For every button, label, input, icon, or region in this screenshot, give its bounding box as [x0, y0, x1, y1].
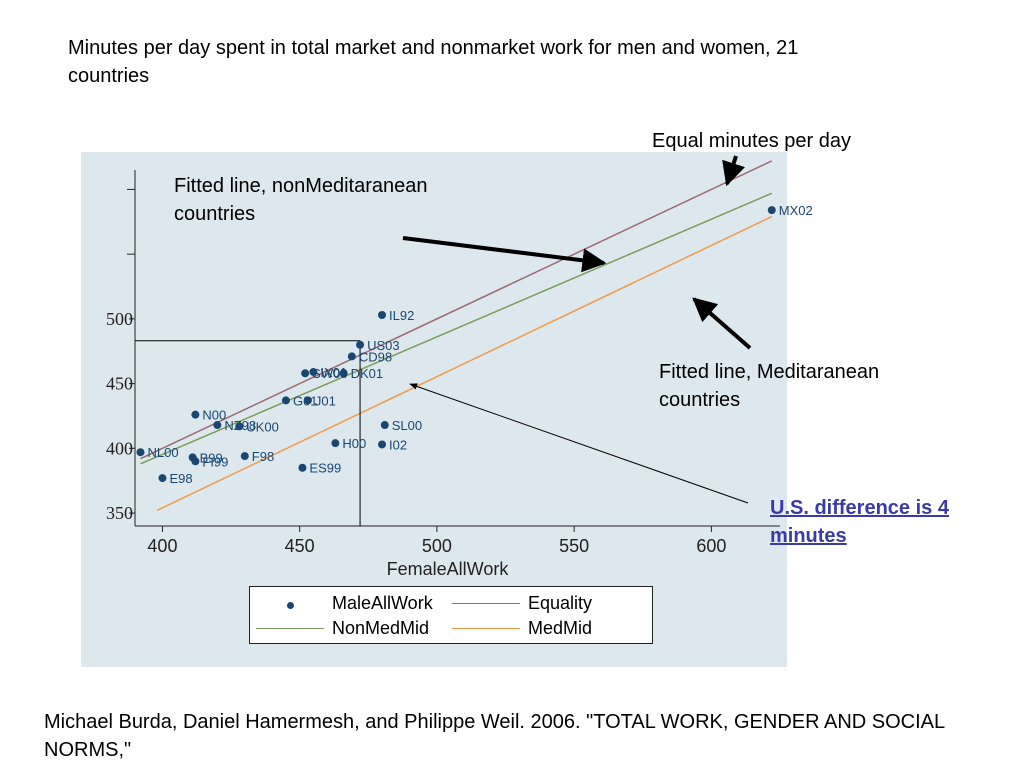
series-line-equality: [140, 160, 773, 460]
chart-legend: MaleAllWork Equality NonMedMid MedMid: [249, 586, 653, 644]
point-es99: [298, 463, 307, 472]
slide-title: Minutes per day spent in total market an…: [68, 37, 799, 87]
arrow-nonmed-fit: [402, 236, 607, 273]
point-label: DK01: [351, 366, 384, 381]
legend-dot-marker: [256, 593, 324, 614]
legend-label: Equality: [528, 592, 593, 613]
arrow-equal-minutes: [722, 155, 746, 187]
annotation-us-difference: U.S. difference is 4 minutes: [770, 497, 949, 547]
series-line-nonmedmid: [140, 192, 773, 465]
y-tick-label: 500: [106, 309, 133, 329]
points-layer: MX02IL92US03CD98SW00DK01IX01G01J01N00NZ9…: [136, 203, 813, 486]
fit-lines-layer: [140, 160, 773, 512]
point-i02: [378, 440, 387, 449]
x-tick-label: 400: [147, 536, 177, 556]
y-tick-label: 350: [106, 503, 133, 523]
x-tick-label: 500: [422, 536, 452, 556]
point-dk01: [339, 369, 348, 378]
point-e98: [158, 474, 167, 483]
annotation-nonmed-fit: Fitted line, nonMeditaranean countries: [174, 175, 428, 225]
legend-swatch-nonmedmid: [256, 627, 324, 629]
y-tick-label: 450: [106, 374, 133, 394]
x-tick-label: 600: [696, 536, 726, 556]
legend-label: MaleAllWork: [332, 592, 433, 613]
point-label: F98: [252, 449, 274, 464]
point-label: J01: [315, 393, 336, 408]
point-cd98: [347, 352, 356, 361]
point-label: I02: [389, 437, 407, 452]
point-label: ES99: [309, 461, 341, 476]
point-label: UK00: [246, 419, 279, 434]
annotation-equal-minutes: Equal minutes per day: [652, 130, 852, 152]
x-axis-title: FemaleAllWork: [387, 559, 510, 579]
point-h00: [331, 439, 340, 448]
point-uk00: [235, 422, 244, 431]
point-nz98: [213, 421, 222, 430]
point-label: NL00: [147, 445, 178, 460]
point-label: E98: [169, 471, 192, 486]
point-sl00: [380, 421, 389, 430]
legend-label: MedMid: [528, 617, 593, 638]
point-label: MX02: [779, 203, 813, 218]
legend-item-equality: Equality: [452, 592, 592, 614]
legend-label: NonMedMid: [332, 617, 430, 638]
point-ix01: [309, 367, 318, 376]
point-n00: [191, 410, 200, 419]
point-label: IX01: [320, 365, 347, 380]
point-label: N00: [202, 408, 226, 423]
point-fi99: [191, 457, 200, 466]
citation: Michael Burda, Daniel Hamermesh, and Phi…: [44, 711, 945, 761]
point-label: SW00: [312, 366, 347, 381]
point-label: CD98: [359, 349, 392, 364]
point-label: FI99: [202, 454, 228, 469]
series-line-medmid: [156, 215, 773, 512]
y-tick-label: 400: [106, 438, 133, 458]
point-j01: [303, 396, 312, 405]
point-sw00: [301, 369, 310, 378]
point-il92: [378, 310, 387, 319]
point-label: H00: [342, 436, 366, 451]
x-tick-label: 450: [285, 536, 315, 556]
legend-item-medmid: MedMid: [452, 617, 592, 639]
point-mx02: [767, 206, 776, 215]
arrow-med-fit: [692, 297, 752, 350]
point-label: US03: [367, 338, 400, 353]
annotation-med-fit: Fitted line, Meditaranean countries: [659, 361, 880, 411]
point-nl00: [136, 448, 145, 457]
point-label: B99: [200, 450, 223, 465]
legend-item-nonmedmid: NonMedMid: [256, 617, 429, 639]
x-tick-label: 550: [559, 536, 589, 556]
axes-layer: 400 450 500 550 600 350 400 450 500 FemaleAllWork: [106, 170, 780, 579]
arrow-us-difference: [409, 383, 749, 504]
annotation-arrows: [402, 155, 752, 504]
us-reference-lines: [135, 340, 361, 526]
legend-swatch-equality: [452, 602, 520, 604]
point-f98: [240, 452, 249, 461]
point-us03: [356, 340, 365, 349]
legend-swatch-medmid: [452, 627, 520, 629]
point-label: IL92: [389, 308, 414, 323]
legend-item-maleallwork: MaleAllWork: [256, 592, 433, 614]
point-g01: [281, 396, 290, 405]
point-label: SL00: [392, 418, 422, 433]
